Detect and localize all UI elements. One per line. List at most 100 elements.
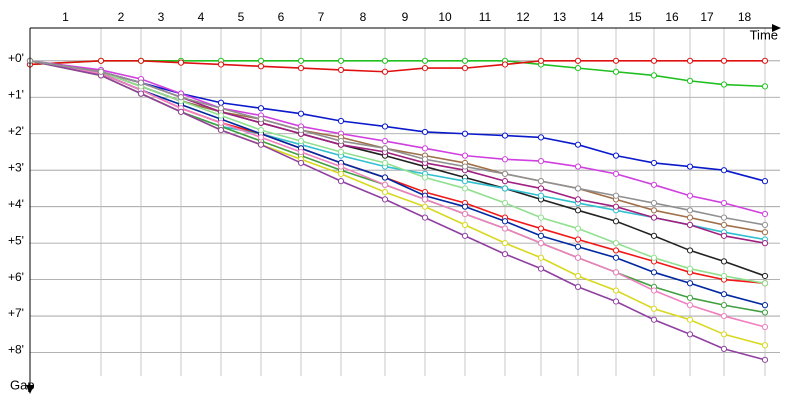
data-point: [720, 312, 728, 320]
data-point: [686, 331, 694, 338]
data-point: [297, 137, 305, 145]
data-point: [337, 117, 345, 125]
data-point: [650, 57, 658, 64]
data-point: [461, 221, 469, 229]
plot-area: [26, 57, 769, 363]
data-point: [612, 269, 620, 276]
data-point: [421, 128, 429, 136]
data-point: [650, 232, 658, 239]
data-point: [97, 57, 105, 64]
data-point: [501, 250, 509, 258]
data-point: [257, 105, 265, 112]
data-point: [650, 159, 658, 167]
data-point: [297, 57, 305, 64]
data-point: [612, 203, 620, 210]
data-point: [574, 243, 582, 250]
data-point: [137, 90, 145, 97]
y-axis-arrow: [26, 385, 34, 394]
data-point: [421, 196, 429, 203]
data-point: [612, 152, 620, 159]
data-point: [720, 214, 728, 221]
data-point: [501, 225, 509, 232]
data-point: [574, 57, 582, 64]
data-point: [421, 65, 429, 72]
data-point: [720, 345, 728, 352]
data-point: [686, 280, 694, 287]
data-point: [381, 123, 389, 130]
data-point: [137, 57, 145, 64]
lap-label: 8: [360, 10, 367, 24]
data-point: [461, 57, 469, 64]
data-point: [686, 214, 694, 221]
y-tick-label: +8': [8, 343, 24, 357]
data-point: [686, 77, 694, 84]
lap-label: 2: [118, 10, 125, 24]
data-point: [97, 68, 105, 75]
data-point: [297, 159, 305, 167]
data-point: [381, 57, 389, 64]
data-point: [421, 57, 429, 64]
data-point: [461, 152, 469, 159]
data-point: [574, 185, 582, 192]
data-point: [612, 298, 620, 305]
data-point: [537, 178, 545, 185]
lap-label: 12: [516, 10, 530, 24]
data-point: [650, 316, 658, 323]
data-point: [761, 240, 769, 247]
data-point: [720, 291, 728, 298]
data-point: [686, 302, 694, 309]
data-point: [421, 156, 429, 163]
data-point: [686, 247, 694, 254]
data-point: [337, 163, 345, 170]
data-point: [461, 203, 469, 210]
data-point: [761, 210, 769, 218]
data-point: [381, 196, 389, 203]
data-point: [337, 57, 345, 64]
data-point: [217, 105, 225, 112]
data-point: [381, 174, 389, 181]
data-point: [537, 265, 545, 272]
data-point: [137, 79, 145, 86]
data-point: [612, 287, 620, 294]
data-point: [761, 309, 769, 316]
data-point: [421, 214, 429, 221]
y-tick-label: +2': [8, 124, 24, 138]
data-point: [537, 240, 545, 247]
data-point: [761, 342, 769, 349]
lap-label: 14: [590, 10, 604, 24]
data-point: [461, 185, 469, 192]
data-point: [217, 119, 225, 126]
data-point: [537, 192, 545, 199]
data-point: [537, 157, 545, 165]
data-point: [381, 181, 389, 188]
data-point: [650, 269, 658, 276]
data-point: [720, 272, 728, 280]
data-point: [761, 280, 769, 287]
data-point: [381, 159, 389, 167]
data-point: [574, 65, 582, 72]
lap-label: 3: [158, 10, 165, 24]
data-point: [337, 170, 345, 177]
data-point: [761, 302, 769, 309]
data-point: [257, 127, 265, 134]
data-point: [297, 110, 305, 117]
data-point: [612, 254, 620, 261]
data-point: [337, 137, 345, 145]
data-point: [461, 178, 469, 185]
data-point: [297, 127, 305, 134]
data-point: [217, 112, 225, 119]
data-point: [612, 192, 620, 199]
data-point: [257, 63, 265, 70]
data-point: [650, 254, 658, 261]
data-point: [574, 283, 582, 290]
data-point: [297, 65, 305, 72]
data-point: [537, 214, 545, 221]
data-point: [720, 81, 728, 88]
data-point: [501, 185, 509, 192]
data-point: [177, 108, 185, 115]
data-point: [574, 141, 582, 148]
data-point: [574, 272, 582, 280]
data-point: [686, 294, 694, 301]
data-point: [574, 225, 582, 232]
lap-label: 16: [665, 10, 679, 24]
